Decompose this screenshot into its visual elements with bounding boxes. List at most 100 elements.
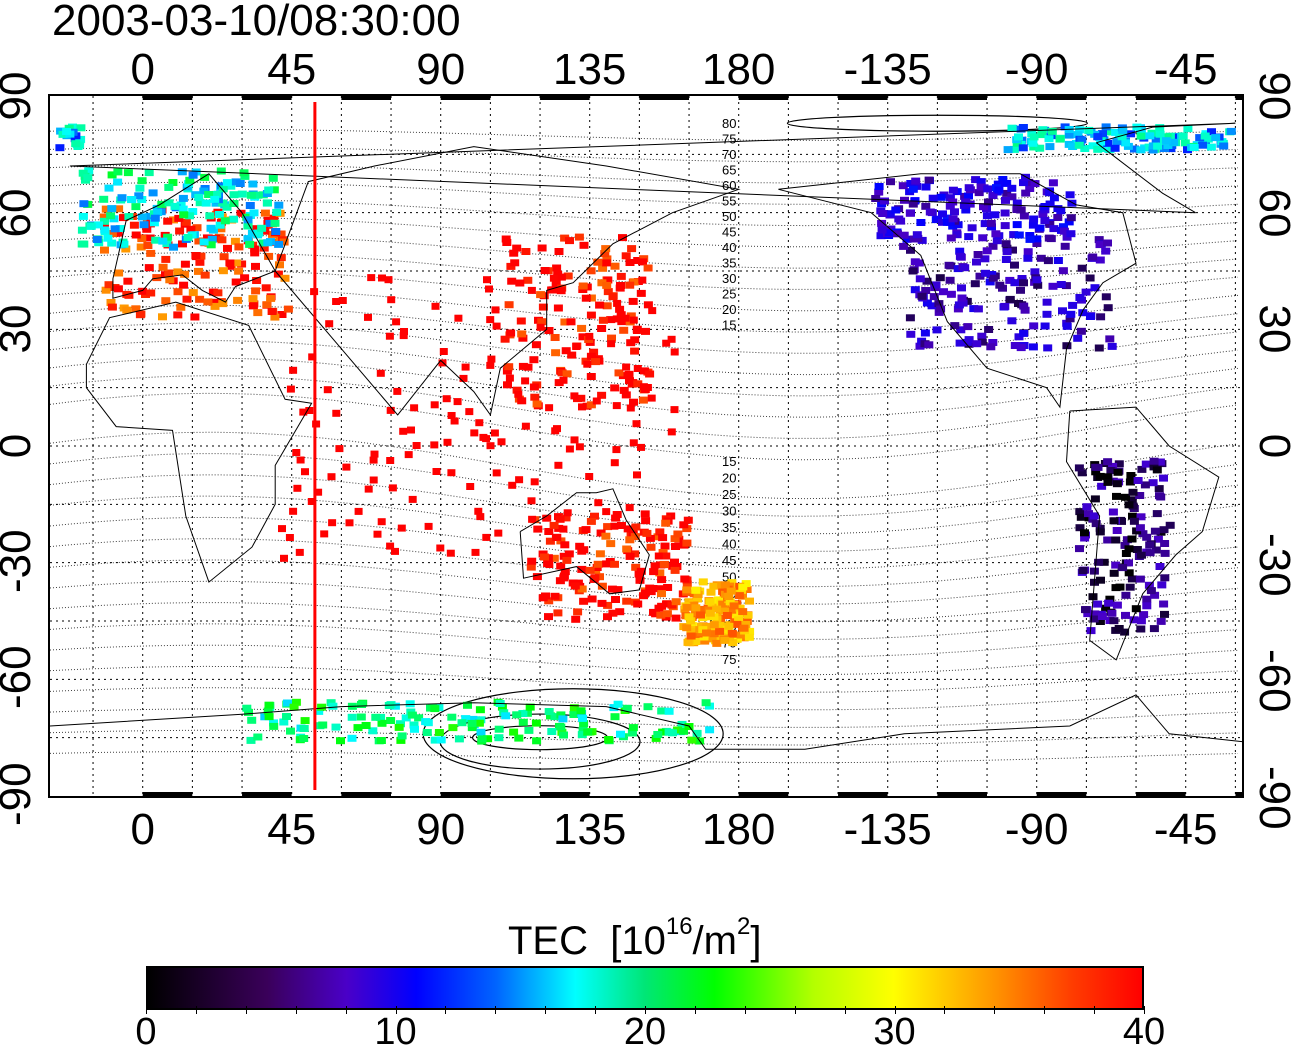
tec-cell	[1153, 535, 1163, 543]
tec-cell	[291, 698, 301, 706]
tec-cell	[200, 271, 210, 279]
tec-cell	[1090, 495, 1100, 503]
tec-cell	[253, 191, 263, 199]
tec-cell	[670, 348, 679, 356]
tec-cell	[1142, 533, 1152, 541]
tec-cell	[356, 713, 366, 721]
frame-bar-top	[341, 96, 392, 100]
tec-cell	[660, 542, 670, 550]
tec-cell	[1019, 279, 1028, 287]
tec-cell	[1107, 609, 1117, 617]
tec-cell	[100, 246, 109, 254]
tec-cell	[621, 314, 630, 322]
tec-cell	[164, 183, 174, 191]
tec-cell	[106, 212, 116, 220]
tec-cell	[100, 222, 109, 230]
tec-cell	[679, 521, 689, 529]
tec-cell	[158, 237, 168, 245]
frame-bar-bottom	[242, 792, 292, 796]
tec-cell	[1066, 214, 1076, 222]
frame-bar-bottom	[341, 792, 392, 796]
frame-bar-bottom	[987, 792, 1037, 796]
tec-cell	[1122, 536, 1132, 544]
contour-line	[50, 164, 1239, 184]
tec-cell	[1019, 302, 1029, 310]
tec-cell	[563, 509, 572, 517]
tec-cell	[328, 702, 338, 710]
tec-cell	[1077, 264, 1087, 272]
tec-cell	[1121, 139, 1130, 147]
tec-cell	[325, 320, 334, 328]
tec-cell	[1127, 496, 1137, 504]
tec-cell	[274, 201, 284, 209]
frame-bar-top	[1086, 96, 1137, 100]
tec-cell	[386, 406, 395, 414]
tec-cell	[616, 282, 625, 289]
tec-cell	[544, 613, 553, 621]
colorbar-minor-tick	[495, 1006, 497, 1014]
tec-cell	[332, 409, 341, 417]
tec-cell	[578, 726, 588, 734]
tec-cell	[594, 499, 603, 507]
contour-label: 65	[722, 163, 736, 178]
contour-label: 25	[722, 287, 736, 302]
tec-cell	[296, 456, 305, 464]
tec-cell	[936, 193, 946, 201]
tec-cell	[1198, 141, 1208, 149]
frame-bar-bottom	[490, 792, 541, 796]
tec-cell	[960, 264, 970, 272]
tec-cell	[430, 401, 439, 409]
lon-tick-bottom: 90	[416, 805, 466, 854]
tec-cell	[131, 231, 141, 239]
tec-cell	[649, 568, 659, 576]
tec-cell	[1040, 217, 1050, 224]
frame-bar-bottom	[391, 792, 441, 796]
tec-cell	[248, 295, 258, 303]
tec-cell	[1138, 530, 1148, 538]
tec-cell	[135, 184, 145, 192]
tec-cell	[935, 274, 945, 282]
tec-cell	[242, 704, 252, 712]
tec-cell	[1207, 128, 1216, 136]
tec-cell	[565, 237, 574, 245]
tec-cell	[612, 446, 621, 454]
tec-cell	[1111, 536, 1121, 544]
tec-cell	[361, 722, 371, 729]
tec-cell	[1095, 472, 1105, 480]
tec-cell	[702, 629, 711, 637]
tec-cell	[275, 261, 284, 269]
coastline	[274, 146, 741, 417]
colorbar-minor-tick	[1094, 1006, 1096, 1014]
tec-cell	[991, 230, 1001, 238]
tec-cell	[274, 240, 284, 248]
tec-cell	[512, 711, 522, 719]
tec-cell	[94, 221, 103, 229]
tec-cell	[1010, 342, 1020, 349]
tec-cell	[629, 398, 638, 406]
tec-cell	[720, 607, 729, 615]
tec-cell	[397, 732, 407, 740]
tec-cell	[249, 209, 259, 217]
contour-ring	[786, 114, 1088, 132]
tec-cell	[957, 284, 966, 292]
tec-cell	[630, 550, 640, 558]
tec-cell	[1148, 479, 1158, 487]
tec-cell	[1080, 534, 1090, 542]
tec-cell	[638, 276, 647, 284]
tec-cell	[560, 318, 570, 326]
tec-cell	[906, 246, 915, 254]
tec-cell	[602, 281, 612, 289]
tec-cell	[562, 370, 572, 378]
tec-cell	[161, 255, 171, 263]
tec-cell	[1032, 235, 1042, 243]
tec-cell	[408, 495, 417, 503]
tec-cell	[178, 194, 188, 202]
tec-cell	[603, 601, 613, 609]
frame-bar-bottom	[1136, 792, 1186, 796]
contour-label: 20	[722, 471, 736, 486]
tec-cell	[492, 322, 501, 330]
tec-cell	[486, 442, 495, 450]
tec-cell	[529, 383, 539, 391]
tec-cell	[597, 279, 607, 287]
tec-cell	[625, 281, 635, 289]
